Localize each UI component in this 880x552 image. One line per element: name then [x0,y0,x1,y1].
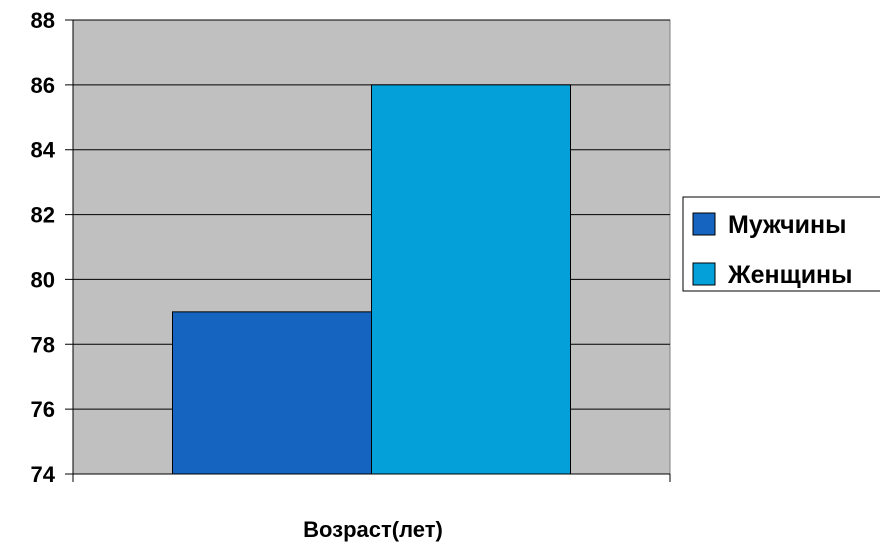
x-axis-label: Возраст(лет) [303,517,443,542]
y-tick-label: 86 [31,73,55,98]
y-tick-label: 78 [31,332,55,357]
y-tick-label: 88 [31,8,55,33]
y-tick-label: 74 [31,462,56,487]
legend: Мужчины Женщины [682,196,880,292]
y-tick-label: 84 [31,138,56,163]
legend-swatch [692,212,716,236]
y-tick-label: 76 [31,397,55,422]
bar-men [172,311,372,475]
y-axis: 74 76 78 80 82 84 86 88 [31,8,671,487]
y-tick-label: 80 [31,267,55,292]
bar-women [371,84,571,475]
legend-label: Женщины [727,261,853,289]
y-tick-label: 82 [31,203,55,228]
bars [172,84,571,475]
legend-box [682,196,880,292]
legend-swatch [692,262,716,286]
legend-label: Мужчины [728,211,846,239]
